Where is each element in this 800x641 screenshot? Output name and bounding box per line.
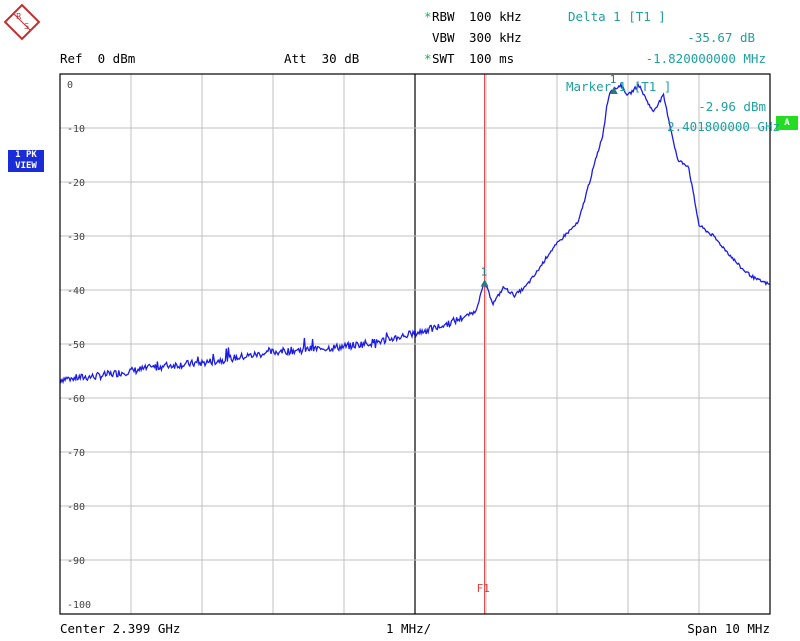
rbw-value: 100 kHz bbox=[469, 9, 522, 24]
marker-title: Marker 1 [T1 ] bbox=[566, 79, 672, 94]
center-freq: Center 2.399 GHz bbox=[60, 621, 181, 636]
vbw-value: 300 kHz bbox=[469, 30, 522, 45]
ref-level: Ref 0 dBm bbox=[60, 51, 136, 66]
trace-tag: 1 PK VIEW bbox=[8, 150, 44, 172]
ytick-label: -30 bbox=[67, 232, 85, 243]
trace-tag-line2: VIEW bbox=[15, 161, 37, 171]
ytick-label: -80 bbox=[67, 502, 85, 513]
a-tag: A bbox=[776, 116, 798, 130]
marker-freq: 2.401800000 GHz bbox=[667, 119, 780, 134]
attenuation: Att 30 dB bbox=[284, 51, 360, 66]
ytick-label: 0 bbox=[67, 80, 73, 91]
vbw-label: VBW bbox=[432, 30, 455, 45]
marker-label: 1 bbox=[481, 265, 488, 278]
ytick-label: -10 bbox=[67, 124, 85, 135]
ytick-label: -100 bbox=[67, 600, 91, 611]
ytick-label: -90 bbox=[67, 556, 85, 567]
trace-tag-line1: 1 PK bbox=[15, 150, 37, 160]
ytick-label: -50 bbox=[67, 340, 85, 351]
marker-label: 1 bbox=[610, 73, 617, 86]
ytick-label: -70 bbox=[67, 448, 85, 459]
marker-level: -2.96 dBm bbox=[698, 99, 766, 114]
swt-label: SWT bbox=[432, 51, 455, 66]
span: Span 10 MHz bbox=[687, 621, 770, 636]
division: 1 MHz/ bbox=[386, 621, 432, 636]
ytick-label: -60 bbox=[67, 394, 85, 405]
marker-triangle bbox=[609, 86, 618, 94]
ytick-label: -40 bbox=[67, 286, 85, 297]
rbw-label: RBW bbox=[432, 9, 455, 24]
f1-label: F1 bbox=[477, 582, 490, 595]
trace-line bbox=[59, 81, 770, 385]
ytick-label: -20 bbox=[67, 178, 85, 189]
delta-title: Delta 1 [T1 ] bbox=[568, 9, 666, 24]
marker-triangle bbox=[480, 279, 489, 287]
delta-level: -35.67 dB bbox=[687, 30, 755, 45]
delta-freq: -1.820000000 MHz bbox=[645, 51, 766, 66]
swt-value: 100 ms bbox=[469, 51, 515, 66]
